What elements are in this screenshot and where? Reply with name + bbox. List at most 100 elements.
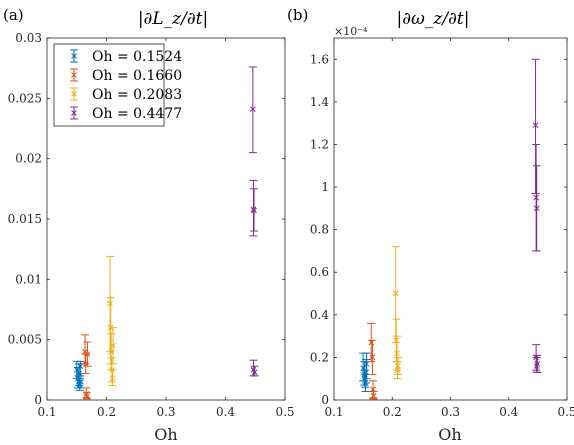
y-tick-label: 0.2	[310, 350, 329, 364]
y-tick-label: 0	[321, 393, 329, 407]
x-tick-label: 0.2	[97, 405, 116, 419]
y-tick-label: 0.8	[310, 223, 329, 237]
x-marker	[363, 369, 369, 376]
series-2	[367, 322, 378, 400]
y-tick-label: 0.005	[8, 333, 42, 347]
y-tick-label: 0.01	[15, 272, 42, 286]
series-2	[81, 334, 92, 400]
legend-item: Oh = 0.2083	[70, 87, 182, 103]
legend-label: Oh = 0.4477	[92, 106, 182, 122]
x-marker	[84, 351, 91, 358]
panel-b-label: (b)	[287, 6, 308, 24]
legend-item: Oh = 0.1660	[70, 68, 182, 84]
x-marker	[250, 106, 256, 113]
legend-items: Oh = 0.1524 Oh = 0.1660 Oh = 0.2083 Oh = 0.…	[70, 49, 182, 122]
x-marker	[395, 363, 401, 369]
legend-item: Oh = 0.4477	[70, 106, 182, 122]
data-point	[83, 341, 92, 367]
series-1	[359, 352, 371, 392]
panel-a-title: |∂L_z/∂t|	[138, 9, 208, 29]
legend-label: Oh = 0.2083	[92, 87, 182, 103]
x-marker	[392, 290, 399, 297]
y-tick-label: 0.4	[310, 308, 329, 322]
y-tick-label: 0.03	[15, 31, 42, 45]
panel-a-xlabel: Oh	[154, 425, 177, 444]
series-3	[106, 255, 118, 387]
data-point	[248, 66, 257, 154]
x-marker	[109, 375, 116, 382]
x-marker	[110, 342, 116, 349]
data-point	[531, 58, 540, 194]
data-point	[393, 361, 402, 380]
x-marker	[370, 392, 377, 399]
series-1	[72, 360, 85, 391]
panel-a-y-ticks: 0 0.005 0.01 0.015 0.02 0.025 0.03	[8, 31, 285, 407]
x-tick-label: 0.2	[383, 405, 402, 419]
legend-marker	[71, 91, 77, 97]
x-tick-label: 0.1	[37, 405, 56, 419]
series-4	[248, 66, 259, 377]
panel-b-y-ticks: 0 0.2 0.4 0.6 0.8 1 1.2 1.4 1.6	[310, 52, 567, 407]
x-tick-label: 0.3	[441, 405, 460, 419]
x-marker	[77, 363, 84, 370]
y-tick-label: 1	[321, 180, 329, 194]
panel-a-x-ticks: 0.1 0.2 0.3 0.4 0.5	[37, 38, 295, 419]
data-point	[367, 322, 376, 363]
legend-marker	[71, 110, 77, 116]
x-tick-label: 0.3	[156, 405, 175, 419]
panel-a: (a) |∂L_z/∂t| 0.1 0.2 0.3 0.4 0.5 0 0.005 0.01…	[3, 6, 295, 444]
x-marker	[78, 379, 84, 385]
x-marker	[107, 300, 113, 307]
y-tick-label: 0.015	[8, 212, 42, 226]
legend-label: Oh = 0.1660	[92, 68, 182, 84]
data-point	[250, 188, 259, 232]
x-marker	[84, 393, 90, 400]
legend-marker	[71, 53, 77, 59]
data-point	[109, 327, 118, 365]
panel-b-title: |∂ω_z/∂t|	[397, 9, 470, 29]
panel-b-xlabel: Oh	[438, 425, 461, 444]
panel-b-x-ticks: 0.1 0.2 0.3 0.4 0.5	[324, 38, 574, 419]
data-point	[369, 390, 378, 400]
x-tick-label: 0.5	[275, 405, 294, 419]
y-tick-label: 0.025	[8, 91, 42, 105]
data-point	[82, 392, 91, 400]
x-marker	[533, 194, 539, 201]
y-tick-label: 1.6	[310, 52, 329, 66]
data-point	[532, 165, 541, 252]
data-point	[250, 365, 259, 377]
x-tick-label: 0.5	[557, 405, 574, 419]
x-tick-label: 0.1	[324, 405, 343, 419]
x-marker	[251, 369, 258, 376]
panel-b-data	[359, 58, 542, 400]
panel-a-label: (a)	[3, 6, 24, 24]
data-point	[368, 339, 377, 375]
x-marker	[532, 122, 539, 129]
data-point	[394, 356, 403, 375]
x-marker	[394, 350, 400, 357]
legend-item: Oh = 0.1524	[70, 49, 182, 65]
panel-b-axes-box	[333, 37, 568, 401]
legend-marker	[71, 72, 77, 78]
data-point	[108, 369, 117, 387]
x-tick-label: 0.4	[499, 405, 518, 419]
legend-label: Oh = 0.1524	[92, 49, 182, 65]
series-4	[531, 58, 542, 373]
x-marker	[369, 354, 376, 361]
y-tick-label: 1.4	[310, 95, 329, 109]
panel-b-exponent: ×10⁻⁴	[334, 25, 368, 38]
x-marker	[533, 205, 540, 212]
y-tick-label: 0.6	[310, 265, 329, 279]
x-marker	[393, 337, 400, 344]
y-tick-label: 0	[34, 393, 42, 407]
x-marker	[251, 207, 257, 214]
panel-a-data	[72, 66, 259, 400]
panel-b: (b) |∂ω_z/∂t| ×10⁻⁴ 0.1 0.2 0.3 0.4 0.5 0 0.2…	[287, 6, 574, 444]
x-tick-label: 0.4	[216, 405, 235, 419]
data-point	[362, 352, 371, 380]
y-tick-label: 1.2	[310, 137, 329, 151]
x-marker	[533, 363, 540, 369]
legend: Oh = 0.1524 Oh = 0.1660 Oh = 0.2083 Oh = 0.…	[53, 43, 182, 127]
series-3	[391, 246, 403, 380]
